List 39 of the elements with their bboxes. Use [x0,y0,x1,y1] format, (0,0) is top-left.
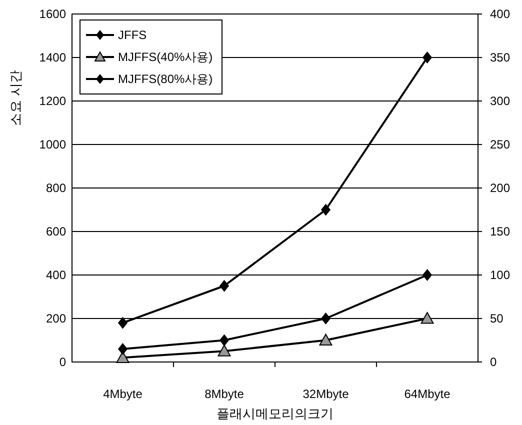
y-tick-label: 1600 [39,7,66,21]
x-tick-label: 4Mbyte [103,387,143,401]
y-tick-label: 400 [46,268,66,282]
y-tick-label: 0 [59,355,66,369]
y-axis-title: 소요 시간 [8,70,23,126]
point [118,316,128,329]
point [219,334,230,346]
point [422,269,432,281]
y2-tick-label: 250 [490,138,510,152]
legend-label: JFFS [118,28,147,42]
y2-tick-label: 0 [490,355,497,369]
point [118,342,128,355]
y2-tick-label: 350 [490,50,510,64]
x-tick-label: 32Mbyte [302,387,350,401]
point [420,312,434,324]
point [218,344,231,356]
point [219,280,230,292]
legend-label: MJFFS(80%사용) [118,72,213,86]
y2-tick-label: 400 [490,7,510,21]
point [319,334,332,346]
y2-tick-label: 200 [490,181,510,195]
y2-tick-label: 100 [490,268,510,282]
x-tick-label: 8Mbyte [204,387,244,401]
y2-tick-label: 150 [490,224,510,238]
y-tick-label: 600 [46,224,66,238]
y-tick-label: 200 [46,312,66,326]
point [320,312,331,324]
y2-tick-label: 50 [490,312,504,326]
point [422,52,432,64]
point [320,204,331,216]
y-tick-label: 1200 [39,94,66,108]
y-tick-label: 1000 [39,138,66,152]
y-tick-label: 800 [46,181,66,195]
legend-label: MJFFS(40%사용) [118,50,213,64]
y-tick-label: 1400 [39,50,66,64]
x-tick-label: 64Mbyte [404,387,451,401]
x-axis-title: 플래시메모리의크기 [216,406,334,421]
point [116,351,130,363]
y2-tick-label: 300 [490,94,510,108]
